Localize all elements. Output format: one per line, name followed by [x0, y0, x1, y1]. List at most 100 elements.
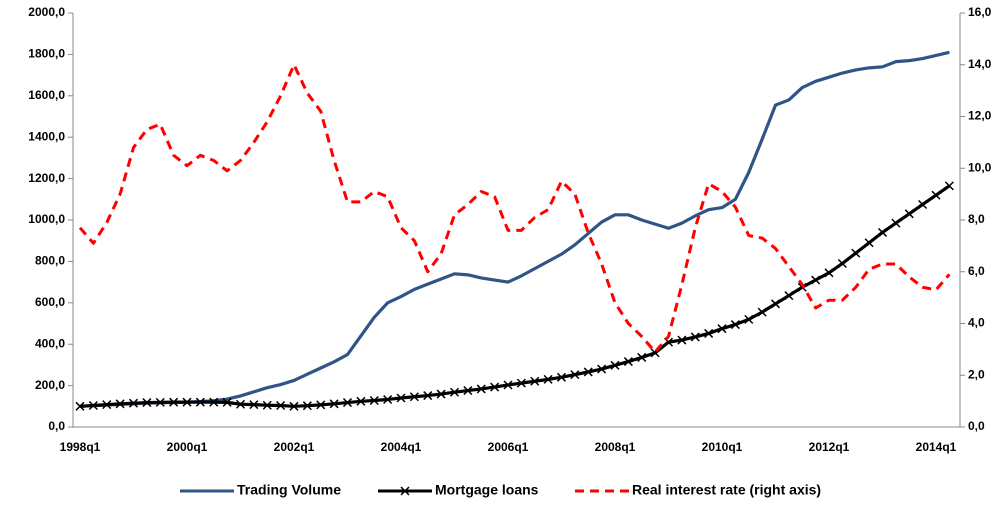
- point-marker: [195, 397, 205, 407]
- x-tick-label: 2010q1: [702, 440, 743, 454]
- y2-tick-label: 10,0: [968, 160, 992, 174]
- point-marker: [369, 395, 379, 406]
- point-marker: [530, 376, 540, 386]
- point-marker: [877, 227, 888, 237]
- point-marker: [704, 328, 714, 338]
- point-marker: [169, 397, 179, 407]
- point-marker: [396, 393, 406, 403]
- point-marker: [610, 360, 620, 370]
- point-marker: [262, 400, 272, 410]
- point-marker: [182, 397, 192, 407]
- series-line: [79, 184, 951, 408]
- point-marker: [918, 199, 928, 210]
- legend-label: Trading Volume: [237, 482, 341, 498]
- point-marker: [88, 400, 98, 411]
- x-tick-label: 2006q1: [488, 440, 529, 454]
- point-marker: [302, 401, 312, 411]
- point-marker: [249, 400, 259, 410]
- point-marker: [276, 400, 286, 411]
- point-marker: [209, 397, 219, 407]
- legend-label: Mortgage loans: [435, 482, 539, 498]
- point-marker: [784, 291, 794, 301]
- point-marker: [891, 218, 901, 228]
- y-tick-label: 1600,0: [28, 88, 65, 102]
- point-marker: [289, 401, 299, 411]
- point-marker: [409, 392, 419, 402]
- y-tick-label: 200,0: [35, 378, 65, 392]
- y2-tick-label: 14,0: [968, 57, 992, 71]
- point-marker: [516, 378, 526, 388]
- series-line: [78, 63, 951, 354]
- y-tick-label: 600,0: [35, 295, 65, 309]
- point-marker: [864, 238, 874, 248]
- point-marker: [436, 389, 446, 399]
- y-tick-label: 800,0: [35, 254, 65, 268]
- point-marker: [677, 335, 687, 345]
- y-tick-label: 400,0: [35, 336, 65, 350]
- y-tick-label: 2000,0: [28, 5, 65, 19]
- y-tick-label: 1400,0: [28, 129, 65, 143]
- point-marker: [543, 374, 553, 384]
- point-marker: [690, 332, 700, 342]
- point-marker: [944, 181, 954, 191]
- y-tick-label: 1200,0: [28, 171, 65, 185]
- point-marker: [583, 367, 593, 377]
- y-tick-label: 0,0: [48, 419, 65, 433]
- y2-tick-label: 6,0: [968, 264, 985, 278]
- point-marker: [837, 258, 847, 269]
- point-marker: [115, 399, 125, 409]
- point-marker: [851, 248, 861, 258]
- point-marker: [342, 398, 353, 408]
- x-tick-label: 2002q1: [274, 440, 315, 454]
- x-tick-label: 1998q1: [60, 440, 101, 454]
- point-marker: [757, 307, 767, 317]
- x-tick-label: 2008q1: [595, 440, 636, 454]
- y-tick-label: 1000,0: [28, 212, 65, 226]
- y2-tick-label: 16,0: [968, 5, 992, 19]
- y-tick-label: 1800,0: [28, 47, 65, 61]
- point-marker: [730, 320, 740, 330]
- point-marker: [637, 352, 647, 362]
- point-marker: [356, 396, 366, 406]
- point-marker: [717, 324, 727, 334]
- point-marker: [556, 372, 567, 382]
- x-tick-label: 2014q1: [916, 440, 957, 454]
- point-marker: [329, 399, 339, 409]
- point-marker: [824, 268, 834, 278]
- point-marker: [222, 397, 232, 407]
- legend-marker: [400, 486, 410, 496]
- y2-tick-label: 8,0: [968, 212, 985, 226]
- point-marker: [463, 386, 473, 396]
- point-marker: [102, 400, 112, 410]
- point-marker: [155, 397, 165, 407]
- point-marker: [490, 382, 500, 392]
- y2-tick-label: 2,0: [968, 367, 985, 381]
- y2-tick-label: 4,0: [968, 316, 985, 330]
- point-marker: [931, 190, 941, 200]
- point-marker: [811, 275, 821, 285]
- x-tick-label: 2004q1: [381, 440, 422, 454]
- point-marker: [128, 398, 139, 408]
- point-marker: [142, 398, 152, 408]
- point-marker: [383, 394, 393, 404]
- point-marker: [744, 314, 754, 324]
- y2-tick-label: 0,0: [968, 419, 985, 433]
- x-tick-label: 2012q1: [809, 440, 850, 454]
- y2-tick-label: 12,0: [968, 109, 992, 123]
- point-marker: [623, 357, 633, 367]
- point-marker: [449, 387, 460, 397]
- point-marker: [503, 380, 513, 390]
- point-marker: [235, 399, 246, 409]
- point-marker: [597, 364, 607, 374]
- point-marker: [75, 401, 85, 411]
- point-marker: [570, 370, 580, 380]
- series-line: [79, 50, 950, 408]
- point-marker: [476, 384, 486, 394]
- point-marker: [770, 299, 781, 309]
- point-marker: [904, 209, 914, 219]
- x-tick-label: 2000q1: [167, 440, 208, 454]
- point-marker: [316, 400, 326, 410]
- point-marker: [423, 391, 433, 401]
- legend-label: Real interest rate (right axis): [632, 482, 821, 498]
